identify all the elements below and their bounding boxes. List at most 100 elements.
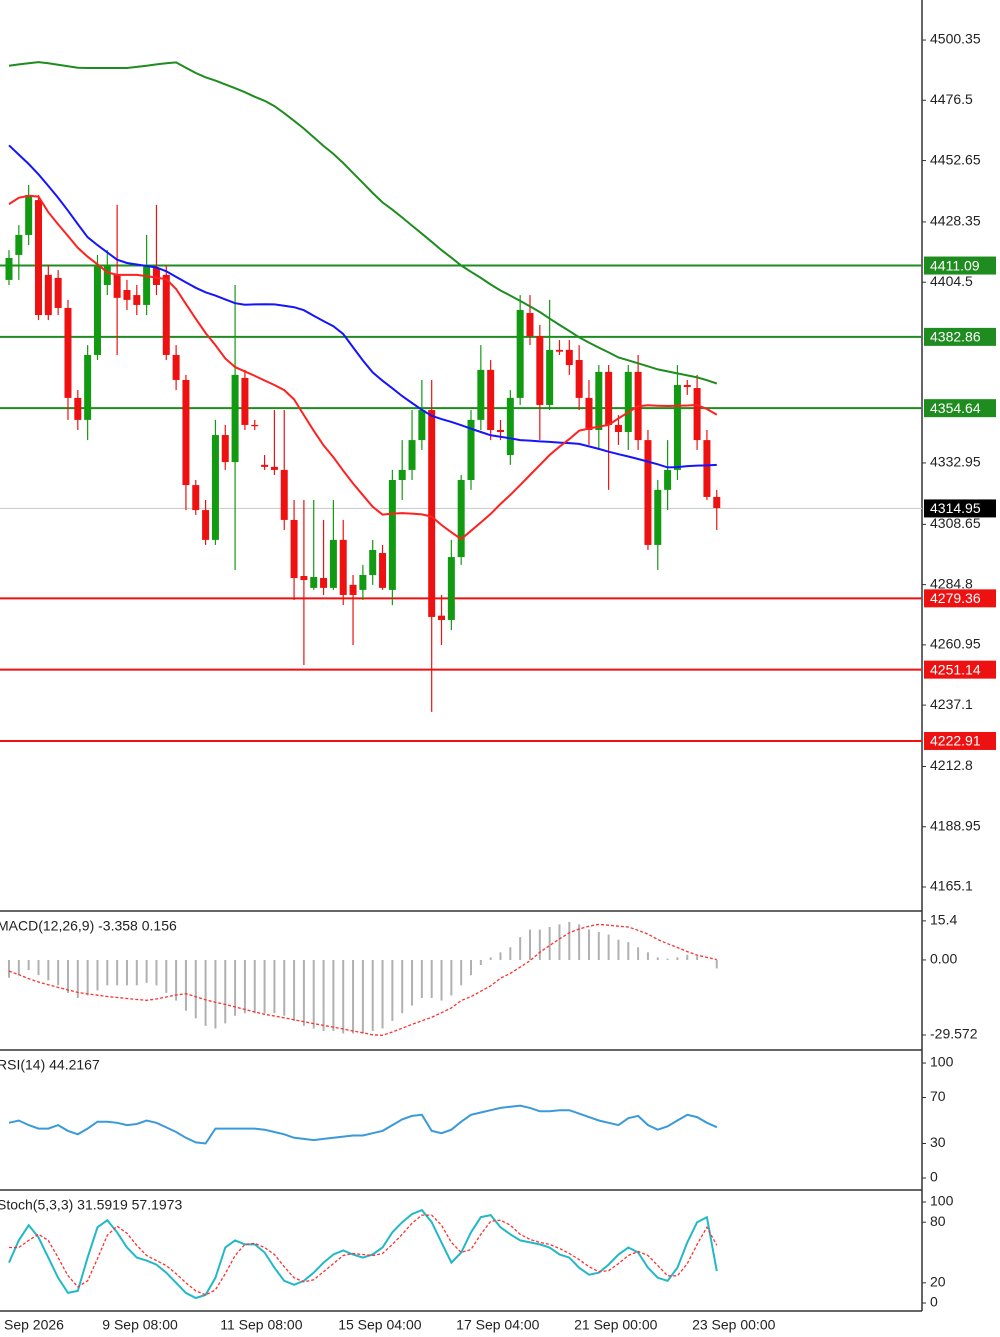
candle-body	[310, 577, 318, 588]
candle-body	[467, 419, 475, 481]
y-tick-label: 4237.1	[930, 696, 973, 712]
candle-body	[457, 480, 465, 558]
signal-line	[8, 923, 717, 1036]
candle-body	[605, 371, 613, 425]
indicator-title: Stoch(5,3,3) 31.5919 57.1973	[0, 1197, 182, 1213]
x-tick-label: Sep 2026	[4, 1317, 64, 1333]
candle-body	[624, 371, 632, 433]
candle-body	[113, 274, 121, 298]
level-label: 4382.86	[930, 329, 981, 345]
candle-body	[133, 295, 141, 305]
candle-body	[614, 424, 622, 433]
y-tick-label: 4452.65	[930, 151, 981, 167]
y-tick-label: 0	[930, 1294, 938, 1310]
y-tick-label: 4188.95	[930, 817, 981, 833]
candle-body	[664, 469, 672, 490]
x-tick-label: 9 Sep 08:00	[102, 1317, 178, 1333]
candle-body	[516, 309, 524, 398]
candle-body	[123, 290, 131, 300]
level-label-box	[924, 660, 996, 679]
moving-average	[8, 194, 718, 541]
y-tick-label: 20	[930, 1274, 946, 1290]
candle-body	[182, 379, 190, 486]
candle-body	[644, 440, 652, 545]
candle-body	[565, 349, 573, 366]
y-tick-label: 4332.95	[930, 454, 981, 470]
y-tick-label: 4308.65	[930, 515, 981, 531]
candle-body	[84, 354, 92, 420]
candle-body	[506, 397, 514, 455]
x-tick-label: 15 Sep 04:00	[338, 1317, 422, 1333]
indicator-line	[9, 1214, 718, 1296]
y-tick-label: 30	[930, 1134, 946, 1150]
x-tick-label: 23 Sep 00:00	[692, 1317, 776, 1333]
candle-body	[438, 615, 446, 620]
y-tick-label: 4404.5	[930, 273, 973, 289]
indicator-line	[8, 1208, 718, 1300]
candle-body	[44, 274, 52, 316]
candle-body	[54, 277, 62, 308]
y-tick-label: 100	[930, 1193, 954, 1209]
candle-body	[329, 539, 337, 588]
candle-body	[487, 369, 495, 430]
candle-body	[408, 440, 416, 470]
candle-body	[477, 369, 485, 420]
y-tick-label: 4165.1	[930, 878, 973, 894]
candle-body	[34, 200, 42, 316]
last-price-label: 4314.95	[930, 500, 981, 516]
candle-body	[379, 553, 387, 588]
y-tick-label: 4476.5	[930, 91, 973, 107]
level-label-box	[924, 256, 996, 275]
candle-body	[192, 485, 200, 511]
y-tick-label: -29.572	[930, 1026, 978, 1042]
candle-body	[536, 336, 544, 405]
candle-body	[713, 496, 721, 509]
candle-body	[693, 388, 701, 441]
indicator-title: MACD(12,26,9) -3.358 0.156	[0, 918, 177, 934]
candle-body	[152, 268, 160, 285]
candle-body	[654, 489, 662, 545]
x-tick-label: 11 Sep 08:00	[220, 1317, 302, 1333]
level-label: 4279.36	[930, 590, 981, 606]
candle-body	[64, 307, 72, 398]
level-label-box	[924, 731, 996, 750]
candle-body	[703, 440, 711, 497]
candle-body	[585, 397, 593, 430]
candle-body	[555, 349, 563, 352]
candle-body	[202, 510, 210, 540]
candle-body	[261, 464, 269, 467]
candle-body	[349, 584, 357, 595]
level-label-box	[924, 589, 996, 608]
y-tick-label: 0	[930, 1169, 938, 1185]
candle-body	[497, 429, 504, 433]
candle-body	[359, 575, 367, 590]
candle-body	[231, 374, 239, 463]
y-tick-label: 4284.8	[930, 575, 973, 591]
candle-body	[369, 549, 377, 576]
candle-body	[320, 578, 328, 588]
candle-body	[683, 385, 691, 388]
candle-body	[595, 371, 603, 430]
candle-body	[251, 424, 259, 427]
candle-body	[339, 539, 347, 595]
indicator-line	[8, 1104, 718, 1145]
candle-body	[143, 265, 151, 305]
y-tick-label: 70	[930, 1088, 946, 1104]
candle-body	[428, 410, 436, 617]
candle-body	[15, 234, 23, 255]
y-tick-label: 80	[930, 1213, 946, 1229]
level-label-box	[924, 327, 996, 346]
candle-body	[74, 397, 82, 420]
level-label: 4411.09	[930, 257, 980, 273]
x-tick-label: 17 Sep 04:00	[456, 1317, 540, 1333]
y-tick-label: 4212.8	[930, 757, 973, 773]
candle-body	[103, 265, 111, 285]
candle-body	[398, 469, 406, 481]
candle-body	[270, 466, 278, 470]
candle-body	[546, 349, 554, 405]
y-tick-label: 4500.35	[930, 31, 981, 47]
y-tick-label: 100	[930, 1054, 954, 1070]
level-label-box	[924, 399, 996, 418]
candle-body	[418, 410, 426, 441]
